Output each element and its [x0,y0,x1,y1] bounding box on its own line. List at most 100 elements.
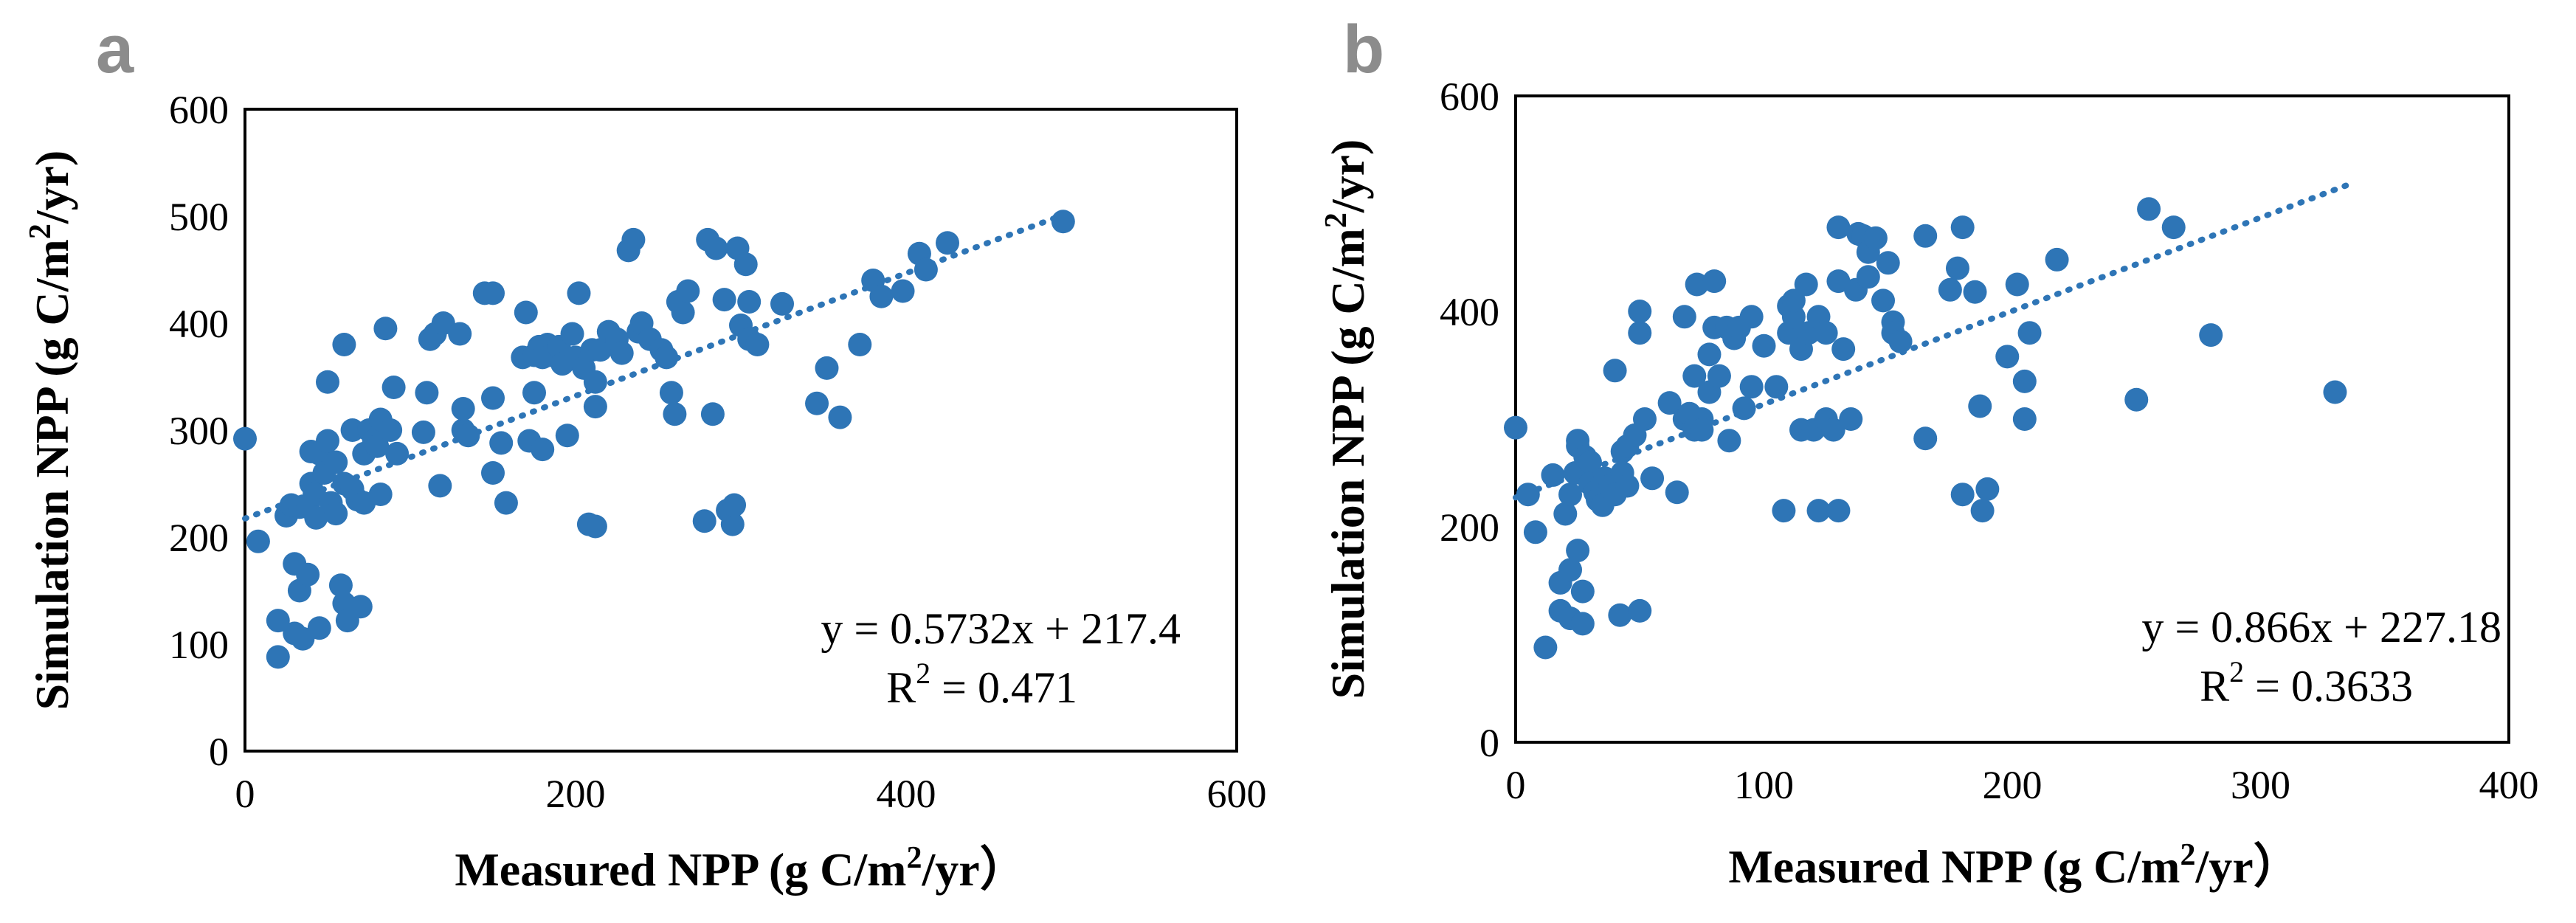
panel-a-data-point [411,420,435,444]
panel-b-data-point [1697,342,1722,367]
panel-b-data-point [1608,603,1632,627]
panel-a-data-point [373,317,398,341]
panel-b-data-point [1615,474,1640,498]
panel-a-data-point [610,341,634,365]
panel-a-data-point [733,252,758,277]
panel-b-data-point [1876,251,1900,275]
panel-a-data-point [936,231,959,255]
panel-a-y-tick-label: 200 [169,516,229,560]
panel-b-data-point [1826,499,1851,523]
panel-a-chart: a 0 100 200 300 400 500 600 0 200 400 600 Measure… [24,12,1267,896]
panel-b-data-point [1702,269,1727,294]
panel-a-x-tick-label: 0 [235,772,255,816]
panel-b-y-tick-labels: 0 200 400 600 [1440,75,1499,765]
panel-b-data-point [1888,329,1913,353]
panel-a-data-point [914,257,938,282]
panel-a-data-point [745,333,770,356]
panel-b-data-point [1950,483,1975,507]
panel-b-data-point [1806,499,1831,523]
panel-a-data-point [266,609,290,633]
panel-b-data-point [1871,288,1896,313]
panel-b-data-point [1963,280,1987,304]
panel-b-y-tick-label: 400 [1440,290,1499,334]
panel-b-regression-equation: y = 0.866x + 227.18 [2141,603,2501,651]
panel-b-data-point [1975,477,2000,501]
panel-b-data-point [1839,407,1863,431]
panel-b-data-point [2137,197,2161,221]
panel-b-data-point [1707,364,1731,388]
panel-b-data-point [1821,418,1845,442]
panel-b-data-points [1504,197,2347,660]
panel-a-data-point [324,450,348,474]
panel-b-data-point [1995,345,2020,369]
panel-b-x-tick-label: 200 [1983,763,2043,807]
panel-b-data-point [2199,323,2223,348]
panel-b-data-point [1570,579,1595,604]
panel-b-data-point [1504,415,1527,440]
panel-a-data-point [451,397,475,421]
panel-a-data-point [692,509,716,533]
panel-a-y-tick-label: 400 [169,302,229,346]
panel-b-data-point [1913,426,1938,451]
panel-a-y-tick-label: 500 [169,195,229,239]
panel-b-data-point [1628,300,1652,323]
panel-a-data-point [489,431,514,455]
panel-b-data-point [1690,418,1714,442]
panel-a-data-point [770,291,794,316]
panel-b-data-point [2045,247,2069,272]
panel-b-data-point [1938,277,1962,302]
panel-a-data-point [381,376,406,399]
panel-b-data-point [1781,305,1806,329]
panel-b-data-point [1553,502,1578,526]
panel-a-data-point [583,514,607,539]
panel-a-data-point [712,288,736,312]
panel-b-data-point [1682,364,1707,388]
panel-a-label: a [96,12,134,87]
panel-b-x-axis-title: Measured NPP (g C/m2/yr） [1728,838,2300,893]
panel-b-x-tick-labels: 0 100 200 300 400 [1506,763,2539,807]
panel-a-data-point [720,512,745,536]
panel-a-data-point [869,284,894,308]
panel-a-data-point [737,290,762,314]
panel-a-data-point [415,381,439,405]
panel-a-data-point [891,279,915,303]
panel-a-data-point [332,333,356,356]
panel-b-data-point [1672,305,1696,329]
panel-a-data-point [316,370,339,394]
panel-a-data-point [481,386,505,410]
panel-b-data-point [2012,369,2037,393]
panel-a-data-point [324,502,348,526]
panel-b-data-point [1632,407,1657,431]
panel-b-x-tick-label: 100 [1734,763,1794,807]
panel-b-data-point [1628,598,1652,623]
panel-b-data-point [1970,499,1995,523]
panel-a-data-point [456,424,480,448]
panel-a-r-squared: R2 = 0.471 [886,657,1077,712]
panel-a-data-point [340,418,365,442]
panel-b-data-point [1968,394,1992,418]
panel-a-x-axis-title: Measured NPP (g C/m2/yr） [455,841,1026,896]
panel-a-data-point [700,402,725,426]
panel-a-y-tick-label: 0 [209,730,229,774]
panel-b-data-point [1826,215,1851,240]
panel-a-data-point [304,505,328,530]
panel-b-data-point [1523,520,1547,545]
panel-b-label: b [1343,12,1384,87]
panel-b-data-point [1558,558,1583,582]
panel-b-data-point [2012,407,2037,431]
panel-b-data-point [1772,499,1796,523]
panel-a-data-point [316,429,339,453]
panel-b-data-point [1665,480,1689,505]
panel-a-data-point [560,322,584,346]
panel-b-data-point [1739,305,1764,329]
panel-a-data-point [296,562,320,587]
panel-b-data-point [1578,450,1602,474]
panel-a-data-point [676,279,700,303]
panel-a-y-tick-label: 300 [169,409,229,453]
panel-b-data-point [1913,224,1938,248]
panel-a-y-tick-labels: 0 100 200 300 400 500 600 [169,88,229,774]
panel-a-data-point [448,322,472,346]
panel-b-data-point [2124,387,2149,412]
panel-a-x-tick-label: 600 [1207,772,1267,816]
